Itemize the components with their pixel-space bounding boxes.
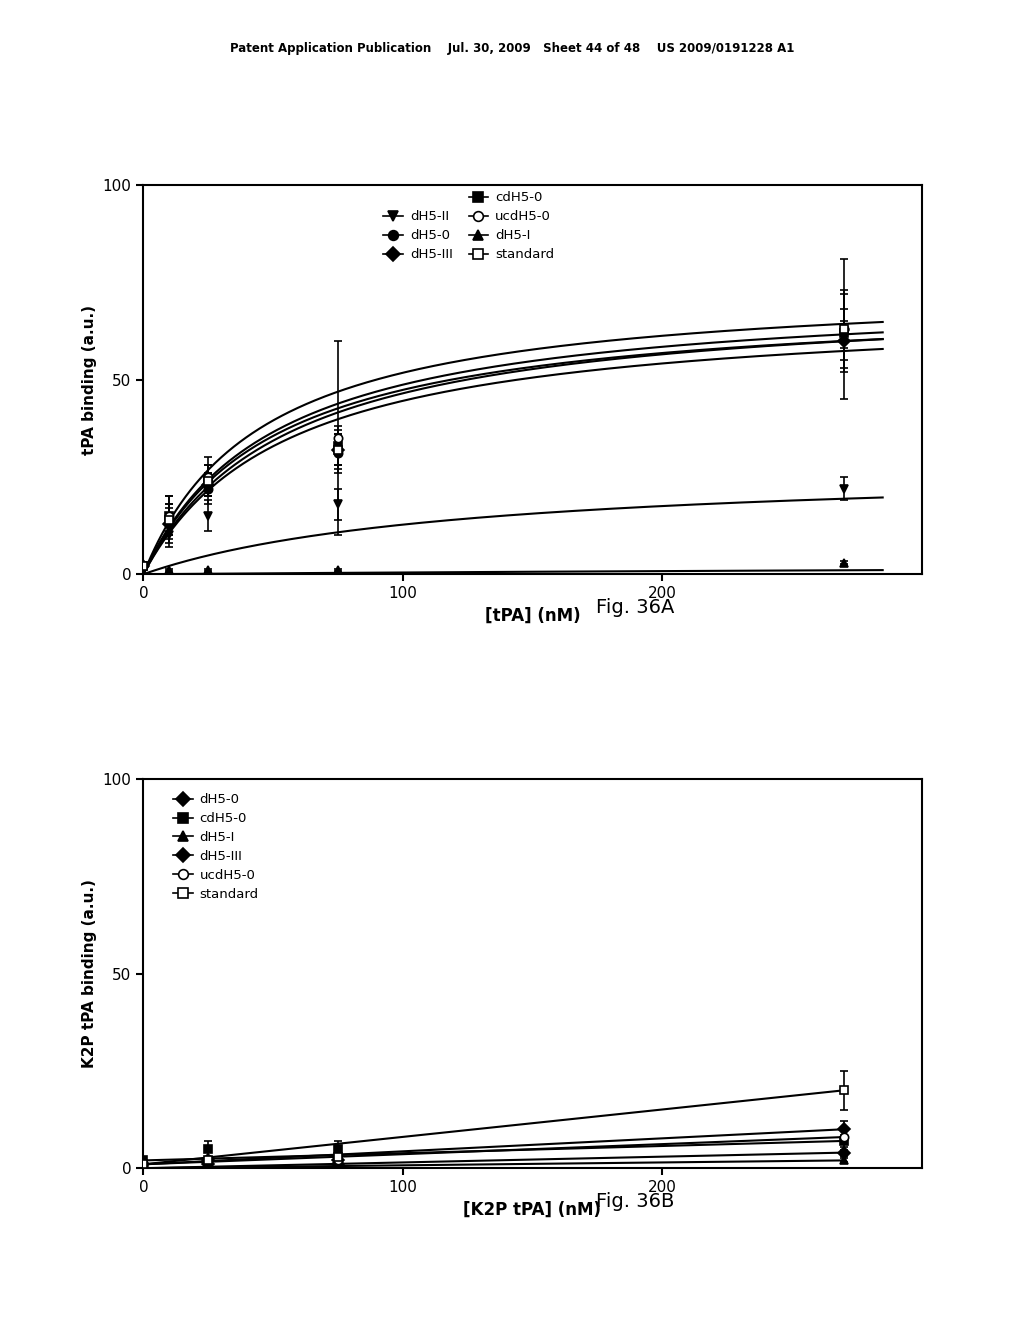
- Y-axis label: K2P tPA binding (a.u.): K2P tPA binding (a.u.): [82, 879, 97, 1068]
- Legend: dH5-0, cdH5-0, dH5-I, dH5-III, ucdH5-0, standard: dH5-0, cdH5-0, dH5-I, dH5-III, ucdH5-0, …: [173, 793, 259, 900]
- Text: Fig. 36B: Fig. 36B: [596, 1192, 674, 1210]
- Y-axis label: tPA binding (a.u.): tPA binding (a.u.): [82, 305, 97, 454]
- X-axis label: [K2P tPA] (nM): [K2P tPA] (nM): [464, 1201, 601, 1218]
- Legend: , dH5-II, dH5-0, dH5-III, cdH5-0, ucdH5-0, dH5-I, standard: , dH5-II, dH5-0, dH5-III, cdH5-0, ucdH5-…: [383, 191, 554, 261]
- Text: Patent Application Publication    Jul. 30, 2009   Sheet 44 of 48    US 2009/0191: Patent Application Publication Jul. 30, …: [229, 42, 795, 55]
- Text: Fig. 36A: Fig. 36A: [596, 598, 674, 616]
- X-axis label: [tPA] (nM): [tPA] (nM): [484, 607, 581, 624]
